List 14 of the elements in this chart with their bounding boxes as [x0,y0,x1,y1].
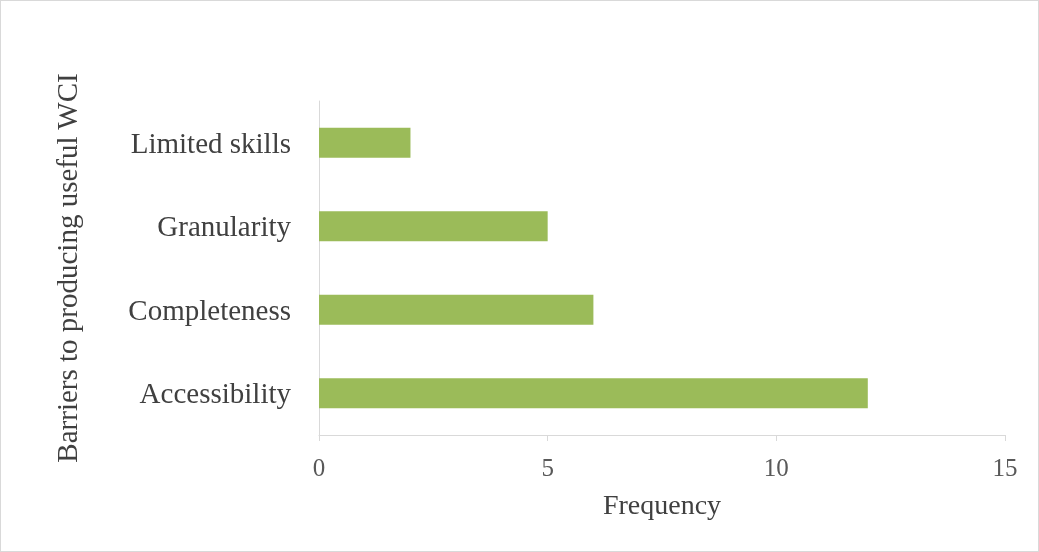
y-tick-label: Granularity [157,210,292,243]
x-tick-label: 10 [763,454,789,481]
x-tick-label: 5 [541,454,554,481]
x-tick-label: 0 [312,454,326,481]
x-axis-title: Frequency [602,488,722,520]
y-tick-label: Limited skills [130,126,291,159]
y-tick-label: Accessibility [139,377,292,410]
bar [319,127,411,158]
bar [319,294,594,325]
bar [319,211,548,242]
bar [319,378,868,409]
x-tick-label: 15 [992,454,1018,481]
y-tick-label: Completeness [128,293,291,326]
y-axis-title: Barriers to producing useful WCI [51,73,83,463]
